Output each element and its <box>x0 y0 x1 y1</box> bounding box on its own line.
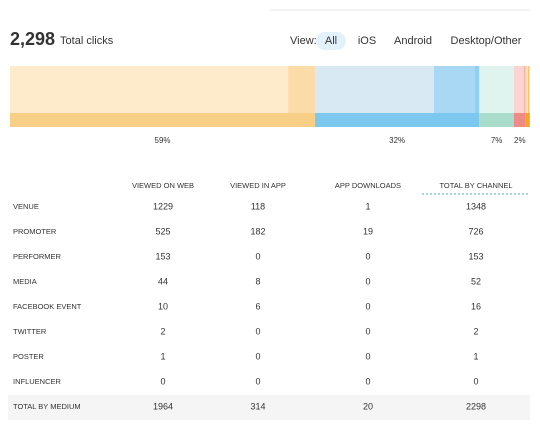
column-header: VIEWED ON WEB <box>132 181 194 190</box>
column-header: VIEWED IN APP <box>230 181 286 190</box>
row-label: POSTER <box>13 352 44 361</box>
bar-segment <box>10 66 289 113</box>
row-label: PERFORMER <box>13 252 62 261</box>
bar-segment <box>288 66 315 113</box>
bar-percent: 2% <box>514 136 526 145</box>
cell: 2 <box>473 326 478 336</box>
row-label: TWITTER <box>13 327 47 336</box>
footer-cell: 314 <box>250 401 265 411</box>
bar-channel-strip <box>10 113 316 127</box>
cell: 52 <box>471 276 481 286</box>
cell: 153 <box>468 251 483 261</box>
cell: 0 <box>365 251 370 261</box>
cell: 6 <box>255 301 260 311</box>
cell: 0 <box>255 251 260 261</box>
cell: 182 <box>250 226 265 236</box>
view-tab[interactable]: All <box>325 35 337 47</box>
bar-segment <box>527 66 530 113</box>
cell: 118 <box>251 201 265 211</box>
bar-segment <box>479 66 514 113</box>
cell: 726 <box>468 226 483 236</box>
row-label: PROMOTER <box>13 227 57 236</box>
cell: 0 <box>160 376 165 386</box>
footer-label: TOTAL BY MEDIUM <box>13 402 81 411</box>
cell: 0 <box>365 376 370 386</box>
total-label: Total clicks <box>60 35 114 47</box>
row-label: VENUE <box>13 202 39 211</box>
cell: 1229 <box>153 201 173 211</box>
total-count: 2,298 <box>10 29 55 49</box>
footer-cell: 20 <box>363 401 373 411</box>
footer-bg <box>8 395 530 420</box>
view-tab[interactable]: Android <box>394 35 432 47</box>
cell: 0 <box>365 276 370 286</box>
bar-segment <box>513 66 524 113</box>
cell: 0 <box>365 351 370 361</box>
row-label: MEDIA <box>13 277 37 286</box>
cell: 0 <box>255 326 260 336</box>
column-header: APP DOWNLOADS <box>335 181 401 190</box>
view-label: View: <box>290 35 317 47</box>
bar-channel-strip <box>479 113 514 127</box>
row-label: INFLUENCER <box>13 377 62 386</box>
bar-segment <box>475 66 480 113</box>
bar-segment <box>523 66 526 113</box>
bar-channel-strip <box>315 113 480 127</box>
bar-segment <box>525 66 528 113</box>
bar-percent: 7% <box>491 136 503 145</box>
cell: 19 <box>363 226 373 236</box>
bar-channel-strip <box>525 113 530 127</box>
active-tab-bg <box>316 32 346 50</box>
footer-cell: 1964 <box>153 401 173 411</box>
cell: 8 <box>255 276 260 286</box>
bar-percent: 59% <box>155 136 171 145</box>
cell: 0 <box>365 301 370 311</box>
cell: 1348 <box>466 201 486 211</box>
footer-cell: 2298 <box>466 401 486 411</box>
view-tab[interactable]: Desktop/Other <box>451 35 522 47</box>
cell: 0 <box>255 376 260 386</box>
bar-percent: 32% <box>389 136 405 145</box>
cell: 0 <box>473 376 478 386</box>
cell: 16 <box>471 301 481 311</box>
bar-channel-strip <box>513 113 526 127</box>
cell: 0 <box>255 351 260 361</box>
cell: 2 <box>160 326 165 336</box>
bar-segment <box>315 66 434 113</box>
column-header: TOTAL BY CHANNEL <box>439 181 512 190</box>
view-tab[interactable]: iOS <box>358 35 376 47</box>
bar-segment <box>433 66 476 113</box>
cell: 1 <box>473 351 478 361</box>
cell: 153 <box>155 251 170 261</box>
cell: 1 <box>160 351 165 361</box>
cell: 1 <box>365 201 370 211</box>
cell: 525 <box>155 226 170 236</box>
row-label: FACEBOOK EVENT <box>13 302 82 311</box>
cell: 10 <box>158 301 168 311</box>
cell: 44 <box>158 276 168 286</box>
cell: 0 <box>365 326 370 336</box>
